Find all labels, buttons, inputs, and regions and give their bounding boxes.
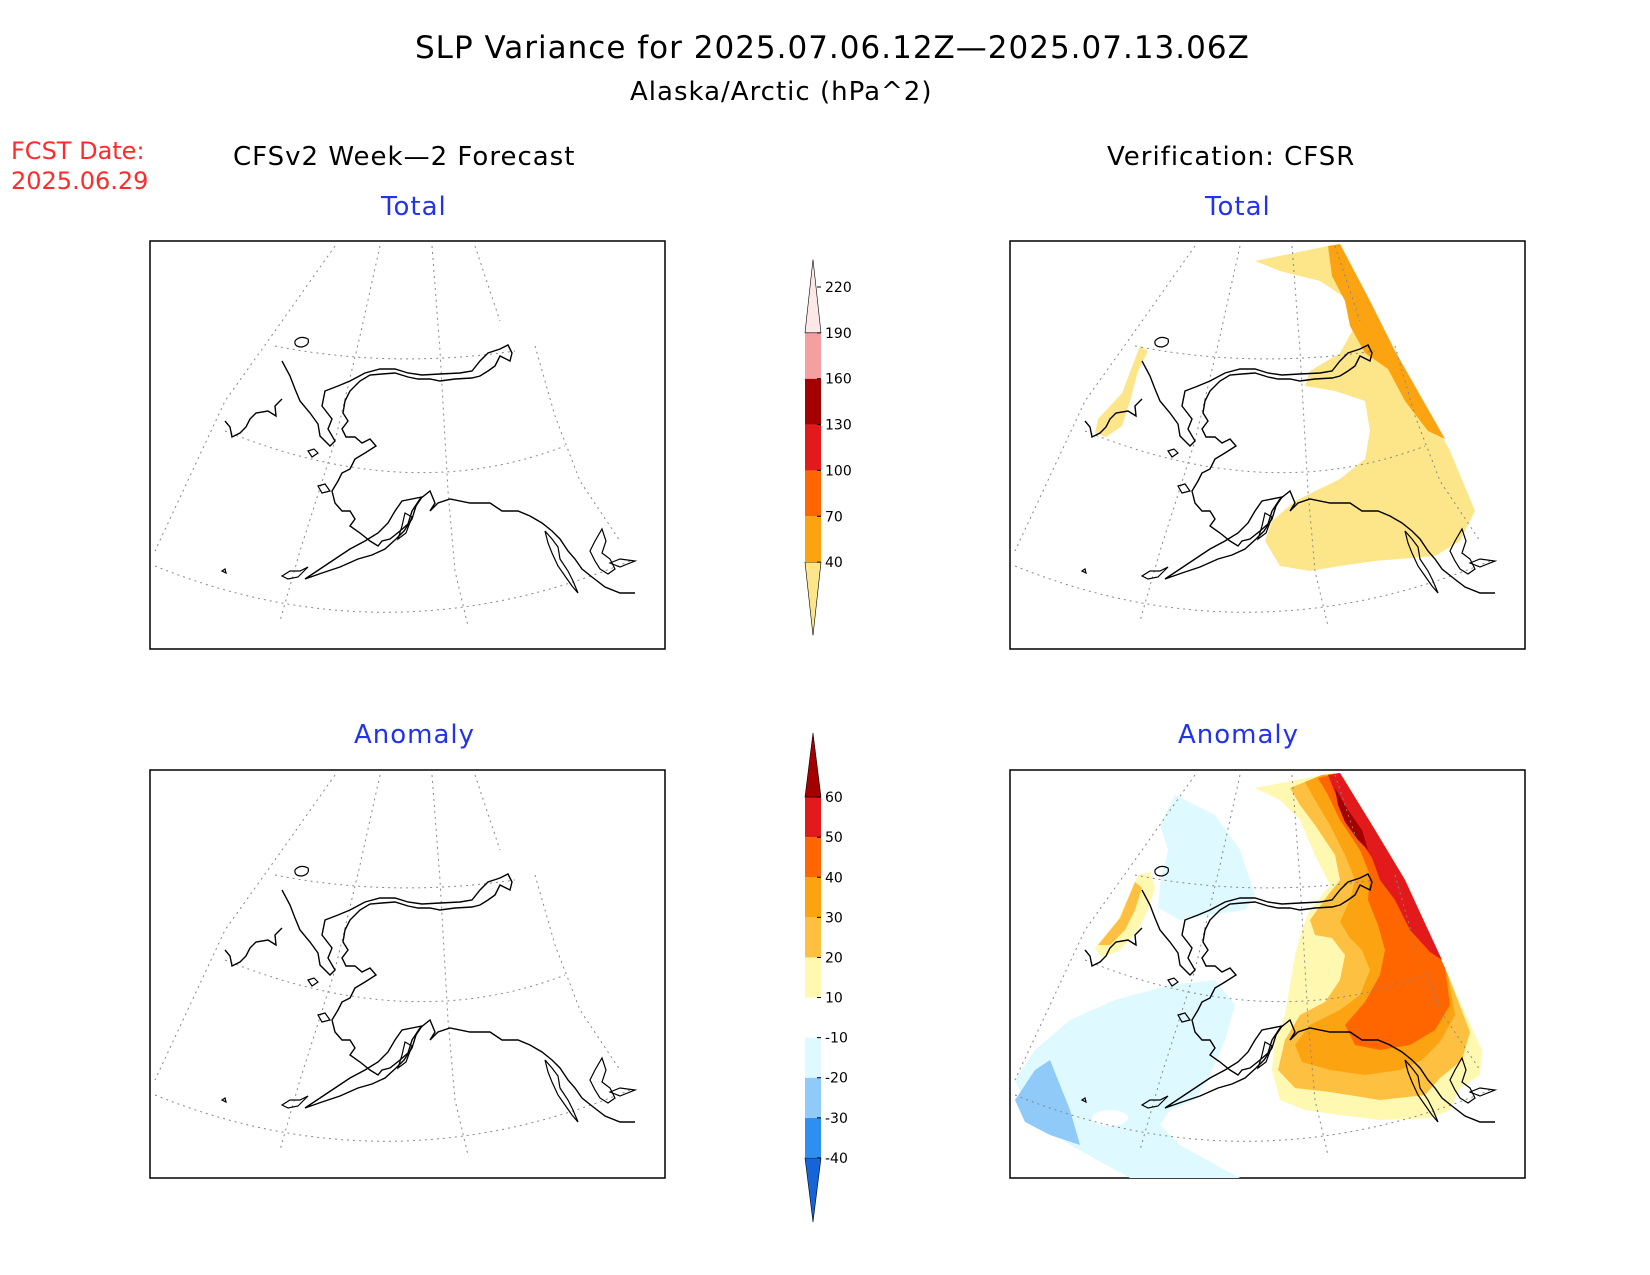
colorbar-total-swatch xyxy=(804,561,822,636)
colorbar-total-swatch xyxy=(804,259,822,334)
colorbar-anomaly-swatch xyxy=(805,997,821,1038)
colorbar-total-swatch xyxy=(805,332,821,379)
map-verification-anomaly xyxy=(1009,769,1526,1179)
anomaly-shading-neg20-neg30 xyxy=(1015,1060,1080,1145)
colorbar-total-label: 220 xyxy=(825,280,852,296)
colorbar-total-label: 40 xyxy=(825,555,843,571)
colorbar-total-swatch xyxy=(805,378,821,425)
colorbar-total: 40 70 100 130 160 190 220 xyxy=(804,259,852,636)
colorbar-anomaly-label: 40 xyxy=(825,870,843,886)
colorbar-anomaly-label: 10 xyxy=(825,991,843,1007)
colorbar-anomaly-swatch xyxy=(805,917,821,958)
colorbar-anomaly-label: 30 xyxy=(825,910,843,926)
colorbar-anomaly-label: -40 xyxy=(825,1151,848,1167)
anomaly-shading-50-60 xyxy=(1328,773,1442,960)
colorbar-anomaly-label: 50 xyxy=(825,830,843,846)
total-shading-40-70-west xyxy=(1095,346,1148,437)
map-forecast-anomaly xyxy=(149,769,666,1179)
colorbar-anomaly-label: -10 xyxy=(825,1031,848,1047)
colorbar-total-label: 130 xyxy=(825,418,852,434)
colorbar-anomaly-label: 60 xyxy=(825,790,843,806)
colorbar-anomaly-swatch xyxy=(805,1037,821,1078)
anomaly-shading-40-50 xyxy=(1318,773,1450,1050)
colorbar-total-swatch xyxy=(805,424,821,471)
chart-title: SLP Variance for 2025.07.06.12Z—2025.07.… xyxy=(415,30,1250,66)
colorbar-anomaly-swatch xyxy=(805,797,821,838)
total-shading-70-100 xyxy=(1328,244,1445,439)
verification-column-title: Verification: CFSR xyxy=(1107,142,1356,172)
colorbar-anomaly-label: -20 xyxy=(825,1071,848,1087)
map-verification-total xyxy=(1009,240,1526,650)
colorbar-anomaly-label: -30 xyxy=(825,1111,848,1127)
anomaly-shading-neg10-neg20-north xyxy=(1158,795,1255,920)
colorbar-anomaly-swatch xyxy=(804,1157,822,1223)
colorbar-anomaly: -40 -30 -20 -10 10 20 30 40 50 60 xyxy=(804,732,848,1223)
colorbar-anomaly-swatch xyxy=(804,732,822,798)
panel-title-forecast-anomaly: Anomaly xyxy=(354,720,476,750)
colorbar-anomaly-swatch xyxy=(805,877,821,918)
forecast-column-title: CFSv2 Week—2 Forecast xyxy=(233,142,576,172)
colorbar-total-label: 160 xyxy=(825,372,852,388)
panel-title-forecast-total: Total xyxy=(381,192,447,222)
colorbar-total-label: 100 xyxy=(825,463,852,479)
colorbar-anomaly-swatch xyxy=(805,1077,821,1118)
map-forecast-total xyxy=(149,240,666,650)
panel-title-verification-anomaly: Anomaly xyxy=(1178,720,1300,750)
colorbar-total-swatch xyxy=(805,516,821,563)
total-shading-40-70 xyxy=(1255,244,1475,571)
colorbar-total-label: 190 xyxy=(825,326,852,342)
colorbar-total-swatch xyxy=(805,470,821,517)
chart-subtitle: Alaska/Arctic (hPa^2) xyxy=(630,77,933,107)
colorbar-anomaly-swatch xyxy=(805,837,821,878)
colorbar-anomaly-swatch xyxy=(805,1117,821,1158)
fcst-date-value: 2025.06.29 xyxy=(11,167,149,195)
colorbar-total-label: 70 xyxy=(825,509,843,525)
colorbar-anomaly-label: 20 xyxy=(825,950,843,966)
anomaly-shading-30-40-west xyxy=(1098,882,1142,945)
fcst-date-label: FCST Date: xyxy=(11,137,145,165)
anomaly-shading-60-plus xyxy=(1335,788,1368,850)
panel-title-verification-total: Total xyxy=(1205,192,1271,222)
colorbar-anomaly-swatch xyxy=(805,957,821,998)
